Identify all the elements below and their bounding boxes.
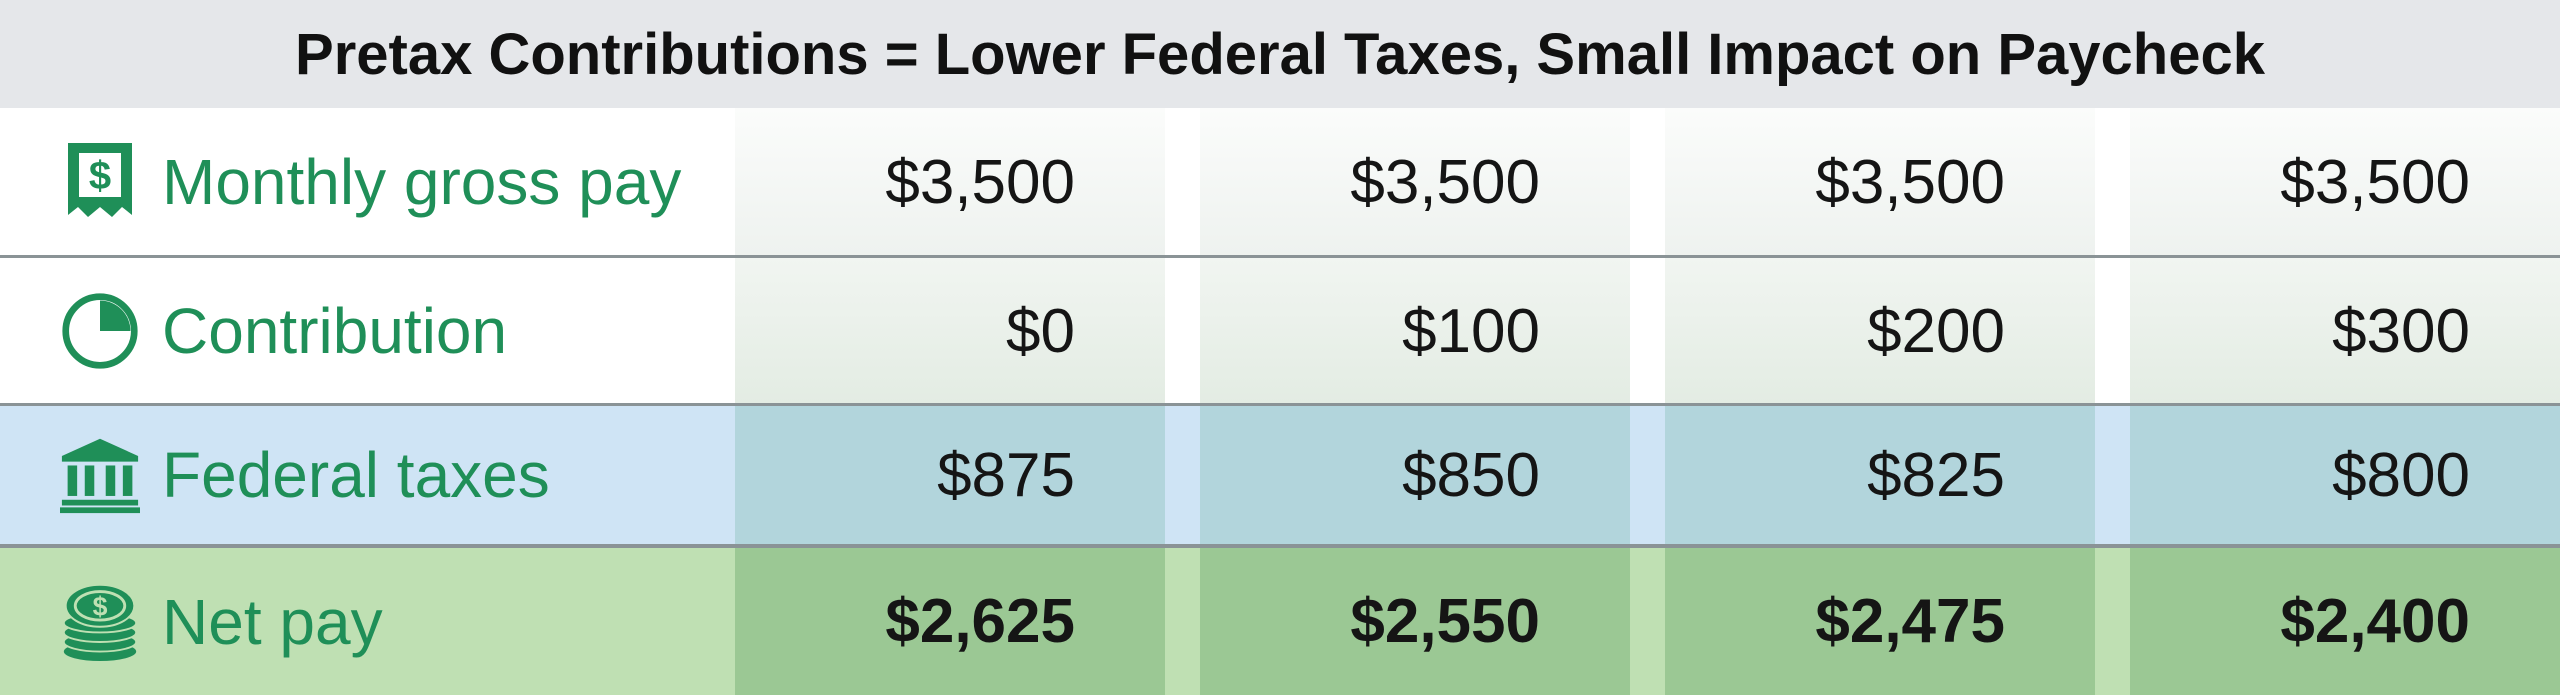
table-cell: $0 xyxy=(735,258,1165,404)
row-contribution: Contribution $0 $100 $200 $300 xyxy=(0,258,2560,404)
table-cell: $875 xyxy=(735,406,1165,544)
row-divider xyxy=(0,403,2560,406)
row-label: Federal taxes xyxy=(60,406,550,544)
table-cell: $825 xyxy=(1665,406,2095,544)
row-net-pay: $ Net pay $2,625 $2,550 $2,475 $2,400 xyxy=(0,548,2560,695)
table-cell: $850 xyxy=(1200,406,1630,544)
table-cell: $2,550 xyxy=(1200,548,1630,695)
table-cell: $3,500 xyxy=(1665,108,2095,256)
row-label-text: Net pay xyxy=(162,585,383,658)
table-title: Pretax Contributions = Lower Federal Tax… xyxy=(295,21,2265,87)
table-cell: $3,500 xyxy=(735,108,1165,256)
table-cell: $200 xyxy=(1665,258,2095,404)
coin-stack-icon: $ xyxy=(60,579,140,665)
row-label: $ Net pay xyxy=(60,548,383,695)
title-bar: Pretax Contributions = Lower Federal Tax… xyxy=(0,0,2560,108)
row-label-text: Contribution xyxy=(162,295,508,367)
pie-chart-icon xyxy=(60,288,140,374)
table-cell: $800 xyxy=(2130,406,2560,544)
row-label-text: Federal taxes xyxy=(162,439,550,511)
row-federal-taxes: Federal taxes $875 $850 $825 $800 xyxy=(0,406,2560,544)
table-cell: $2,400 xyxy=(2130,548,2560,695)
table-cell: $100 xyxy=(1200,258,1630,404)
svg-text:$: $ xyxy=(89,154,111,198)
row-label: Contribution xyxy=(60,258,507,404)
table-cell: $2,625 xyxy=(735,548,1165,695)
table-cell: $2,475 xyxy=(1665,548,2095,695)
bank-building-icon xyxy=(60,432,140,518)
row-divider xyxy=(0,255,2560,258)
table-cell: $300 xyxy=(2130,258,2560,404)
receipt-dollar-icon: $ xyxy=(60,139,140,225)
svg-text:$: $ xyxy=(93,591,108,621)
table-cell: $3,500 xyxy=(2130,108,2560,256)
row-monthly-gross-pay: $ Monthly gross pay $3,500 $3,500 $3,500… xyxy=(0,108,2560,256)
table-cell: $3,500 xyxy=(1200,108,1630,256)
row-label: $ Monthly gross pay xyxy=(60,108,681,256)
row-divider xyxy=(0,544,2560,548)
row-label-text: Monthly gross pay xyxy=(162,146,682,218)
